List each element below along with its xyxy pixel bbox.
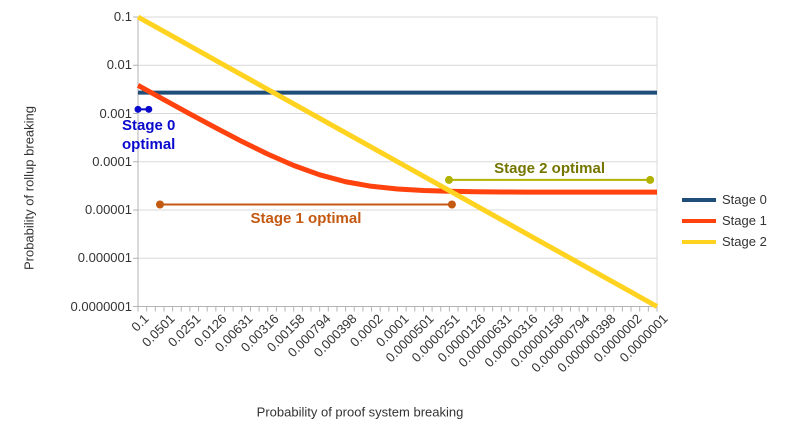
stage2-optimal-dot-start: [444, 175, 453, 184]
y-tick-label: 0.000001: [77, 250, 132, 266]
legend-swatch-stage-2: [682, 239, 716, 244]
stage1-optimal-dot-start: [155, 200, 164, 209]
annotation-stage2-optimal: Stage 2 optimal: [494, 159, 605, 177]
legend-swatch-stage-1: [682, 218, 716, 223]
legend-item-stage-0: Stage 0: [682, 189, 767, 210]
annotation-stage0-optimal-line2: optimal: [122, 136, 176, 154]
annotation-stage0-optimal-line1: Stage 0: [122, 117, 176, 135]
stage2-optimal-dot-end: [646, 175, 655, 184]
stage0-optimal-dot-start: [134, 105, 142, 113]
y-tick-label: 0.1: [113, 9, 132, 24]
series-line-stage-1: [136, 83, 657, 195]
stage0-optimal-dot-end: [145, 105, 153, 113]
annotation-stage1-optimal: Stage 1 optimal: [250, 209, 362, 227]
y-tick-label: 0.001: [99, 105, 132, 121]
legend-label-stage-0: Stage 0: [722, 192, 767, 207]
legend: Stage 0 Stage 1 Stage 2: [682, 189, 767, 252]
annotation-stage0-optimal: Stage 0 optimal: [122, 116, 175, 154]
y-tick-label: 0.0001: [92, 153, 132, 169]
y-axis-title: Probability of rollup breaking: [21, 105, 37, 271]
y-tick-label: 0.0000001: [70, 298, 132, 314]
series-line-stage-2: [136, 14, 659, 309]
legend-item-stage-2: Stage 2: [682, 231, 767, 252]
y-tick-label: 0.01: [106, 57, 132, 73]
legend-label-stage-2: Stage 2: [722, 234, 767, 249]
x-axis-title: Probability of proof system breaking: [256, 404, 464, 420]
legend-label-stage-1: Stage 1: [722, 213, 767, 228]
legend-item-stage-1: Stage 1: [682, 210, 767, 231]
y-tick-label: 0.00001: [85, 202, 132, 217]
stage1-optimal-dot-end: [447, 200, 456, 209]
legend-swatch-stage-0: [682, 197, 716, 202]
